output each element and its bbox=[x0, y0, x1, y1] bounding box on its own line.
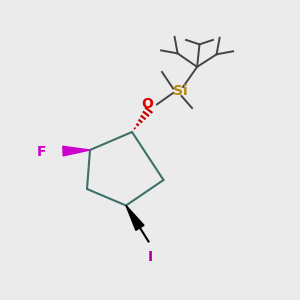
Text: F: F bbox=[36, 145, 46, 158]
Polygon shape bbox=[63, 146, 90, 156]
Text: O: O bbox=[141, 97, 153, 111]
Polygon shape bbox=[126, 206, 144, 230]
Text: I: I bbox=[147, 250, 153, 264]
Text: Si: Si bbox=[173, 84, 187, 98]
